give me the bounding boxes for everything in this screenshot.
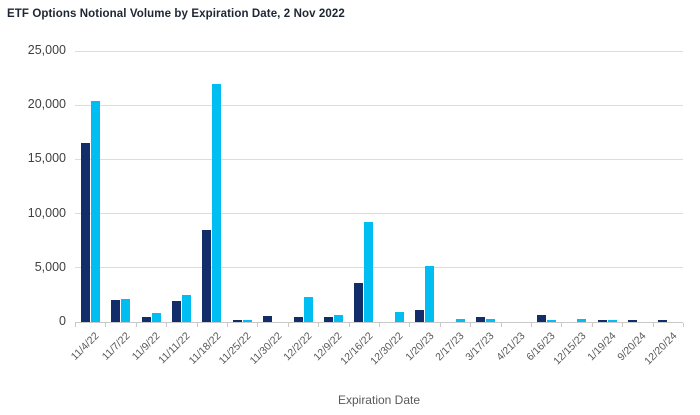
- bar-navy-11/4/22: [80, 143, 90, 322]
- bar-navy-11/25/22: [232, 320, 242, 322]
- bar-cyan-6/16/23: [546, 319, 556, 322]
- bar-cyan-12/9/22: [333, 315, 343, 322]
- axis-tick: [379, 323, 380, 327]
- bar-cyan-11/18/22: [212, 83, 222, 322]
- bar-cyan-11/25/22: [242, 320, 252, 322]
- bar-cyan-12/30/22: [394, 312, 404, 322]
- axis-tick: [531, 323, 532, 327]
- gridline: [75, 158, 683, 160]
- gridline: [75, 267, 683, 269]
- bar-cyan-1/19/24: [607, 319, 617, 322]
- axis-tick: [439, 323, 441, 327]
- axis-tick: [683, 323, 684, 327]
- bar-navy-12/2/22: [293, 317, 303, 322]
- bar-navy-1/20/23: [415, 310, 425, 322]
- axis-tick: [135, 323, 137, 327]
- bar-navy-9/20/24: [627, 319, 637, 322]
- axis-tick: [591, 323, 593, 327]
- y-tick-label: 15,000: [27, 151, 66, 166]
- axis-tick: [227, 323, 228, 327]
- axis-tick: [409, 323, 411, 327]
- bar-navy-12/16/22: [354, 282, 364, 322]
- axis-tick: [561, 323, 563, 327]
- y-tick-label: 0: [59, 314, 66, 328]
- bar-navy-11/9/22: [141, 316, 151, 322]
- bar-navy-11/7/22: [111, 300, 121, 322]
- gridline: [75, 50, 683, 52]
- y-tick-label: 25,000: [27, 43, 66, 57]
- gridline: [75, 104, 683, 106]
- bar-navy-11/18/22: [202, 229, 212, 322]
- x-axis-title: Expiration Date: [337, 393, 421, 407]
- bar-cyan-12/2/22: [303, 297, 313, 322]
- bar-navy-12/9/22: [323, 317, 333, 322]
- bar-cyan-11/4/22: [90, 100, 100, 322]
- y-tick-label: 20,000: [27, 97, 66, 112]
- bar-cyan-11/11/22: [181, 294, 191, 322]
- axis-tick: [652, 323, 654, 327]
- axis-tick: [196, 323, 198, 327]
- bar-cyan-1/20/23: [425, 265, 435, 322]
- axis-tick: [287, 323, 289, 327]
- bar-navy-11/11/22: [171, 301, 181, 322]
- axis-tick: [257, 323, 259, 327]
- bar-cyan-11/7/22: [121, 299, 131, 322]
- y-tick-label: 10,000: [27, 205, 66, 220]
- bar-navy-1/19/24: [597, 319, 607, 322]
- bar-cyan-12/16/22: [364, 222, 374, 322]
- bar-navy-12/20/24: [658, 319, 668, 322]
- axis-tick: [75, 323, 76, 327]
- bar-cyan-2/17/23: [455, 319, 465, 322]
- bar-navy-6/16/23: [536, 315, 546, 322]
- gridline: [75, 213, 683, 215]
- axis-tick: [622, 323, 624, 327]
- y-tick-label: 5,000: [34, 259, 66, 274]
- x-axis-line: [75, 322, 683, 323]
- axis-tick: [166, 323, 168, 327]
- bar-navy-11/30/22: [263, 316, 273, 322]
- bar-navy-3/17/23: [475, 317, 485, 322]
- bar-cyan-3/17/23: [485, 319, 495, 322]
- bar-cyan-12/15/23: [577, 319, 587, 322]
- axis-tick: [470, 323, 472, 327]
- axis-tick: [348, 323, 350, 327]
- axis-tick: [500, 323, 502, 327]
- axis-tick: [318, 323, 320, 327]
- bar-cyan-11/9/22: [151, 313, 161, 322]
- axis-tick: [105, 323, 107, 327]
- chart-title: ETF Options Notional Volume by Expiratio…: [7, 8, 345, 20]
